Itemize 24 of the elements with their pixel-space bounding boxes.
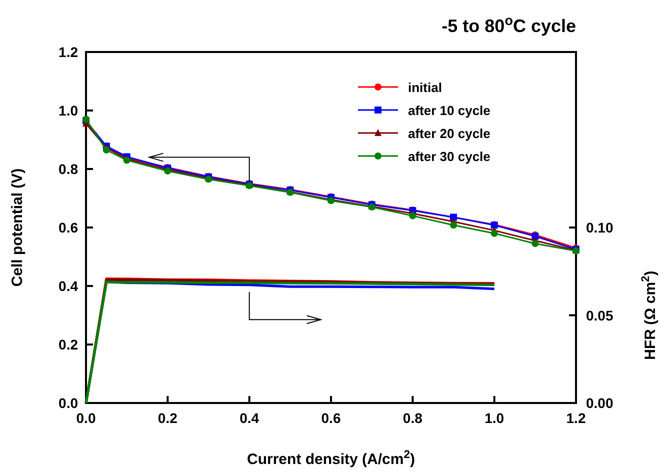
legend-label: initial [408,80,442,95]
y2-tick-label: 0.10 [586,220,614,236]
legend-label: after 30 cycle [408,149,490,164]
y-tick-label: 1.0 [58,102,78,118]
legend-label: after 20 cycle [408,126,490,141]
chart-title: -5 to 80$^{o}$C cycle [442,12,576,36]
y-tick-label: 0.4 [58,278,78,294]
y-tick-label: 0.6 [58,220,78,236]
x-tick-label: 0.2 [158,410,178,426]
x-axis-title: Current density (A/cm$^{2}$) [247,449,415,468]
y-tick-label: 0.0 [58,395,78,411]
x-tick-label: 1.2 [566,410,586,426]
y2-tick-label: 0.05 [586,307,614,324]
y-tick-label: 1.2 [58,44,78,60]
y2-tick-label: 0.00 [586,395,614,411]
x-tick-label: 1.0 [484,410,504,426]
x-tick-label: 0.0 [76,410,96,426]
legend-label: after 10 cycle [408,103,490,118]
x-tick-label: 0.6 [321,410,341,426]
x-tick-label: 0.4 [240,410,260,426]
x-tick-label: 0.8 [402,410,423,426]
y-tick-label: 0.8 [58,161,78,177]
y-axis-title: Cell potential (V) [9,168,26,287]
y-tick-label: 0.2 [58,336,78,352]
